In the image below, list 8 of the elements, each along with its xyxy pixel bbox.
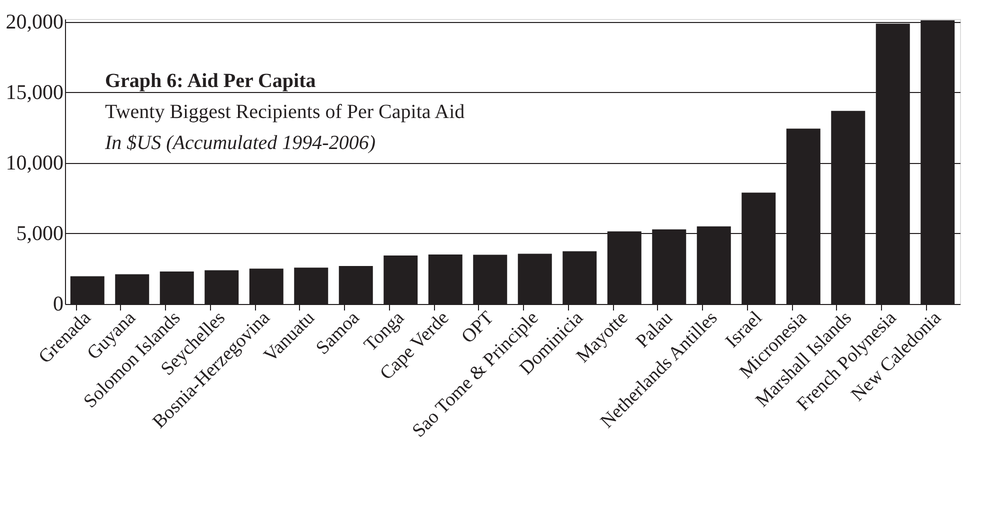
y-tick-label: 15,000 (6, 80, 64, 104)
text: Twenty Biggest Recipients of Per Capita Aid (105, 101, 465, 123)
text: Graph 6: Aid Per Capita (105, 70, 316, 92)
y-tick-label: 10,000 (6, 150, 64, 174)
y-tick-label: 20,000 (6, 9, 64, 34)
y-tick-label: 0 (53, 292, 64, 316)
y-tick-label: 5,000 (16, 220, 64, 245)
annotation: In $US (Accumulated 1994-2006) (104, 132, 376, 154)
